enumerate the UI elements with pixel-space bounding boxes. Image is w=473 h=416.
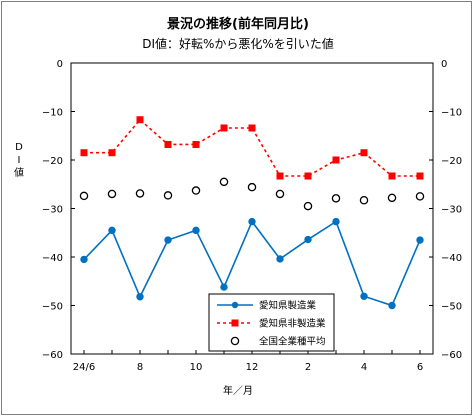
data-point [135,189,145,198]
data-point [388,301,396,310]
legend-marker [231,301,239,309]
data-point [275,189,285,199]
data-point [219,177,229,187]
data-point [136,116,144,124]
data-point [80,255,88,264]
legend-label: 愛知県非製造業 [259,318,326,330]
data-point [360,149,368,157]
x-axis-label: 年／月 [223,384,253,397]
legend-label: 愛知県製造業 [259,300,317,312]
data-point [108,149,116,157]
legend-label: 全国全業種平均 [259,336,326,348]
chart-subtitle: DI値：好転%から悪化%を引いた値 [142,36,334,51]
data-point [191,186,201,195]
data-point [388,172,396,180]
y-tick-label-right: −40 [441,253,462,264]
data-point [248,124,256,132]
y-tick-label-left: −20 [42,156,63,167]
y-tick-label-left: −40 [42,253,63,264]
legend-marker [231,319,239,327]
data-point [163,191,173,200]
x-tick-label: 6 [417,362,423,373]
y-tick-label-left: −60 [42,350,63,361]
data-point [276,255,284,263]
data-point [416,172,424,180]
series-1 [80,116,424,180]
data-point [359,196,369,205]
series-layer [79,116,425,310]
y-tick-label-right: −20 [441,156,462,167]
y-tick-label-left: −10 [42,108,63,119]
data-point [416,236,424,244]
data-point [248,217,256,226]
y-tick-label-left: 0 [57,59,63,70]
data-point [332,217,340,226]
x-tick-label: 4 [361,362,367,373]
y-tick-label-right: −60 [441,350,462,361]
axis-ticks: 0 0−10 −10−20 −20−30 −30−40 −40−50 −50−60 −6024… [42,59,462,373]
legend-marker [230,336,240,346]
y-tick-label-right: 0 [441,59,447,70]
data-point [304,172,312,180]
x-tick-label: 10 [190,362,203,373]
y-tick-label-right: −50 [441,302,462,313]
y-tick-label-right: −10 [441,108,462,119]
data-point [80,149,88,157]
data-point [192,226,200,235]
series-2 [79,177,425,211]
data-point [247,182,257,192]
data-point [415,192,425,201]
data-point [303,201,313,211]
chart-title: 景況の推移(前年同月比) [167,16,309,32]
data-point [331,194,341,203]
data-point [108,226,116,235]
data-point [304,235,312,244]
data-point [164,140,172,148]
data-point [360,292,368,300]
y-tick-label-right: −30 [441,205,462,216]
data-point [332,156,340,164]
x-tick-label: 8 [137,362,143,373]
series-0 [80,217,424,310]
x-tick-label: 12 [246,362,259,373]
data-point [136,293,144,301]
data-point [276,172,284,180]
data-point [164,236,172,244]
data-point [192,140,200,148]
data-point [220,283,228,291]
y-tick-label-left: −30 [42,205,63,216]
data-point [107,189,117,199]
series-line [83,220,421,307]
data-point [387,193,397,203]
data-point [79,191,89,201]
y-tick-label-left: −50 [42,302,63,313]
x-tick-label: 24/6 [73,362,95,373]
data-point [220,124,228,132]
x-tick-label: 2 [305,362,311,373]
